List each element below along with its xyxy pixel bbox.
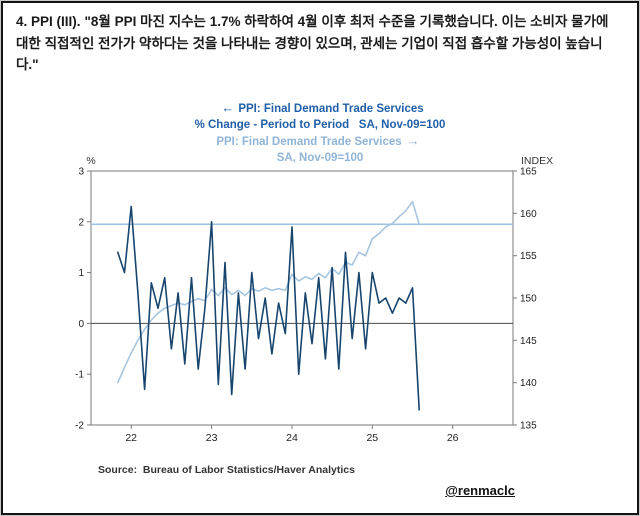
- svg-text:1: 1: [78, 268, 84, 279]
- right-series-title: PPI: Final Demand Trade Services: [216, 136, 402, 148]
- left-arrow-icon: ←: [221, 100, 234, 115]
- svg-text:2: 2: [78, 217, 84, 228]
- commentary-text: "8월 PPI 마진 지수는 1.7% 하락하여 4월 이후 최저 수준을 기록…: [16, 14, 609, 73]
- svg-text:-1: -1: [75, 370, 84, 381]
- right-axis: 165 160 155 150 145 140 135: [513, 167, 537, 432]
- svg-text:155: 155: [520, 251, 537, 262]
- svg-text:135: 135: [520, 421, 537, 432]
- svg-text:25: 25: [366, 432, 378, 444]
- left-series-title: PPI: Final Demand Trade Services: [238, 103, 424, 115]
- svg-text:150: 150: [520, 294, 537, 305]
- right-series-title-line: PPI: Final Demand Trade Services →: [3, 133, 637, 150]
- svg-text:140: 140: [520, 378, 537, 389]
- svg-text:145: 145: [520, 336, 537, 347]
- left-series-subtitle: % Change - Period to Period SA, Nov-09=1…: [194, 119, 446, 131]
- left-axis: 3 2 1 0 -1 -2: [75, 167, 91, 432]
- svg-text:26: 26: [447, 432, 459, 444]
- left-series-title-line: ← PPI: Final Demand Trade Services: [3, 100, 637, 117]
- plot-frame: [90, 170, 514, 426]
- svg-text:0: 0: [78, 319, 84, 330]
- left-axis-unit: %: [86, 155, 95, 167]
- right-axis-unit: INDEX: [521, 155, 553, 167]
- svg-text:3: 3: [78, 167, 84, 178]
- chart-title-block: ← PPI: Final Demand Trade Services % Chan…: [3, 100, 637, 166]
- commentary-lead: 4. PPI (III).: [16, 14, 81, 29]
- source-note: Source: Bureau of Labor Statistics/Haver…: [98, 464, 355, 476]
- svg-text:22: 22: [125, 432, 137, 444]
- svg-text:23: 23: [206, 432, 218, 444]
- svg-text:24: 24: [286, 432, 298, 444]
- right-arrow-icon: →: [406, 133, 420, 148]
- right-series-subtitle: SA, Nov-09=100: [276, 152, 364, 164]
- svg-text:-2: -2: [75, 421, 84, 432]
- twitter-handle-link[interactable]: @renmaclc: [445, 483, 515, 498]
- series-line-percent-change: [117, 205, 421, 411]
- commentary-paragraph: 4. PPI (III). "8월 PPI 마진 지수는 1.7% 하락하여 4월…: [16, 11, 624, 76]
- series-line-index-level: [117, 200, 421, 384]
- svg-text:160: 160: [520, 209, 537, 220]
- svg-text:165: 165: [520, 167, 537, 178]
- x-axis: 22 23 24 25 26: [125, 425, 459, 444]
